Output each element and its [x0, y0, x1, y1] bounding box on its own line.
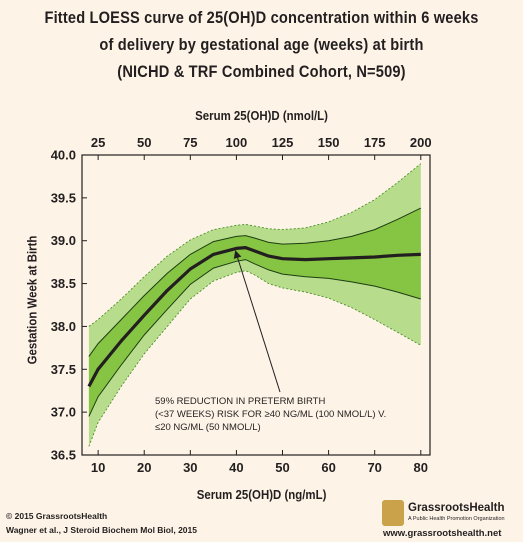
x-tick-label: 60 — [321, 460, 335, 475]
y-tick-label: 37.0 — [51, 405, 76, 420]
outer-band-lower-edge — [88, 270, 422, 447]
x-tick-label: 40 — [229, 460, 243, 475]
y-tick-label: 39.5 — [51, 190, 76, 205]
y-tick-label: 38.5 — [51, 276, 76, 291]
x2-tick-label: 125 — [272, 135, 294, 150]
chart-title-line-2: of delivery by gestational age (weeks) a… — [99, 35, 424, 54]
x2-tick-label: 25 — [91, 135, 105, 150]
x2-tick-label: 150 — [318, 135, 340, 150]
logo-url: www.grassrootshealth.net — [383, 528, 502, 539]
y-tick-label: 40.0 — [51, 148, 76, 163]
x-tick-label: 10 — [91, 460, 105, 475]
outer-band-upper-edge — [88, 163, 422, 327]
x-tick-label: 20 — [137, 460, 151, 475]
x-tick-label: 30 — [183, 460, 197, 475]
annotation-arrow — [233, 250, 281, 393]
y-tick-label: 39.0 — [51, 233, 76, 248]
annotation-line-2: (<37 WEEKS) RISK FOR ≥40 NG/ML (100 NMOL… — [155, 409, 386, 420]
chart-title-line-1: Fitted LOESS curve of 25(OH)D concentrat… — [44, 8, 479, 27]
x2-tick-label: 175 — [364, 135, 386, 150]
loess-fit-curve — [87, 246, 421, 388]
grassroots-logo-icon — [382, 500, 404, 526]
y-tick-label: 38.0 — [51, 319, 76, 334]
x-tick-label: 50 — [275, 460, 289, 475]
x2-tick-label: 100 — [226, 135, 248, 150]
citation-text: Wagner et al., J Steroid Biochem Mol Bio… — [6, 525, 197, 535]
x-tick-label: 80 — [414, 460, 428, 475]
inner-confidence-band — [88, 208, 421, 417]
copyright-text: © 2015 GrassrootsHealth — [6, 511, 108, 521]
top-x-axis-label: Serum 25(OH)D (nmol/L) — [195, 108, 328, 123]
inner-band-lower-edge — [88, 259, 421, 417]
x2-tick-label: 50 — [137, 135, 151, 150]
annotation-line-1: 59% REDUCTION IN PRETERM BIRTH — [155, 396, 325, 407]
x-tick-label: 70 — [367, 460, 381, 475]
outer-confidence-band — [88, 163, 421, 447]
inner-band-upper-edge — [88, 207, 422, 357]
chart-title-line-3: (NICHD & TRF Combined Cohort, N=509) — [117, 62, 406, 81]
x-axis-label: Serum 25(OH)D (ng/mL) — [196, 487, 327, 502]
y-tick-label: 37.5 — [51, 362, 76, 377]
logo-tagline: A Public Health Promotion Organization — [408, 516, 505, 522]
logo-name: GrassrootsHealth — [408, 502, 505, 514]
y-tick-label: 36.5 — [51, 448, 76, 463]
annotation-line-3: ≤20 NG/ML (50 NMOL/L) — [155, 422, 261, 433]
x2-tick-label: 200 — [410, 135, 432, 150]
x2-tick-label: 75 — [183, 135, 197, 150]
